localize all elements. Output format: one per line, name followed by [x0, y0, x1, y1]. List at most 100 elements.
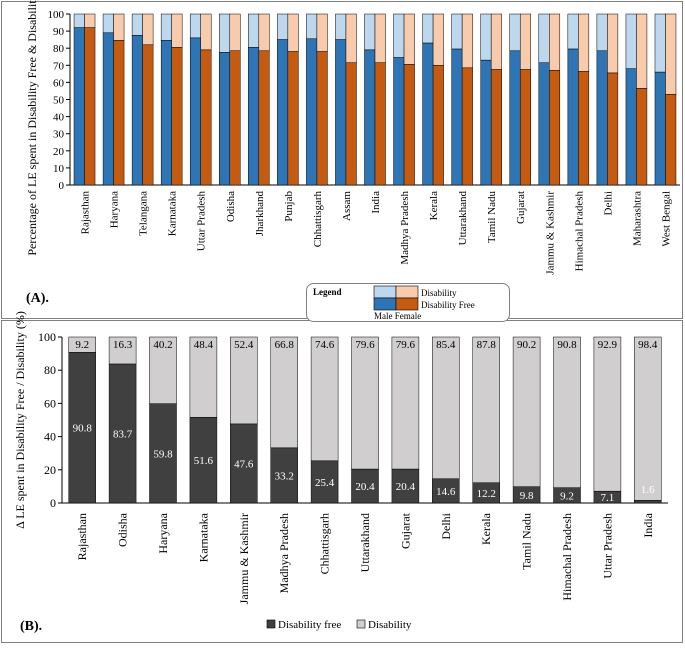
bar-a-male-disability-uttarakhand: [451, 13, 463, 50]
panel-a-legend: Legend Disability Disability Free Male F…: [306, 283, 510, 322]
panel-a-y-tick-label: 60: [53, 77, 65, 89]
bar-b-disability-free-uttarakhand: [351, 468, 379, 504]
x-tick-label-b-delhi: Delhi: [439, 512, 453, 539]
data-label-b-disability-free-chhattisgarh: 25.4: [315, 477, 335, 489]
x-tick-label-b-odisha: Odisha: [116, 512, 130, 547]
data-label-b-disability-free-uttar-pradesh: 7.1: [601, 492, 615, 504]
x-tick-label-b-chhattisgarh: Chhattisgarh: [318, 513, 332, 574]
legend-swatch-disability: [356, 619, 366, 629]
bar-a-male-disability-free-jharkhand: [248, 47, 260, 186]
bar-b-disability-delhi: [432, 336, 460, 480]
bar-a-female-disability-free-tamil-nadu: [490, 69, 502, 186]
panel-a-y-tick-label: 90: [53, 26, 65, 38]
bar-a-male-disability-free-gujarat: [509, 50, 521, 186]
bar-a-male-disability-free-assam: [335, 39, 347, 186]
bar-b-disability-chhattisgarh: [310, 336, 339, 462]
legend-disability-free-label: Disability Free: [421, 300, 475, 310]
bar-a-male-disability-india: [364, 13, 376, 51]
bar-a-female-disability-free-telangana: [142, 44, 154, 186]
bar-a-male-disability-free-delhi: [596, 50, 608, 186]
panel-a-y-tick-label: 50: [53, 95, 65, 107]
x-tick-label-a-haryana: Haryana: [109, 191, 121, 228]
data-label-b-disability-free-gujarat: 20.4: [396, 481, 416, 493]
x-tick-label-b-madhya-pradesh: Madhya Pradesh: [277, 513, 291, 593]
bar-b-disability-free-madhya-pradesh: [270, 447, 298, 504]
bar-a-male-disability-jharkhand: [248, 13, 260, 48]
bar-a-male-disability-rajasthan: [73, 13, 85, 28]
x-tick-label-a-jammu-kashmir: Jammu & Kashmir: [544, 191, 556, 275]
bar-a-female-disability-jharkhand: [258, 13, 270, 52]
bar-a-male-disability-madhya-pradesh: [393, 13, 405, 58]
bar-a-male-disability-free-madhya-pradesh: [393, 57, 405, 186]
legend-swatch-disability-free: [266, 619, 276, 629]
bar-b-disability-uttar-pradesh: [593, 336, 622, 492]
panel-b-y-tick-label: 100: [38, 330, 56, 344]
x-tick-label-a-jharkhand: Jharkhand: [254, 191, 266, 237]
bar-a-female-disability-free-himachal-pradesh: [578, 71, 590, 186]
bar-b-disability-kerala: [472, 336, 500, 483]
bar-a-male-disability-free-uttarakhand: [451, 48, 463, 186]
bar-b-disability-india: [634, 336, 662, 501]
panel-b-label: (B).: [20, 619, 42, 634]
legend-swatch-male-disability: [373, 285, 397, 299]
data-label-b-disability-free-haryana: 59.8: [153, 448, 173, 460]
bar-a-male-disability-free-punjab: [277, 39, 289, 186]
bar-a-female-disability-free-delhi: [607, 72, 619, 186]
legend-swatch-female-disability: [395, 285, 419, 299]
panel-a-ylabel: Percentage of LE spent in Disability Fre…: [25, 0, 39, 256]
bar-a-male-disability-odisha: [219, 13, 231, 53]
bar-a-male-disability-maharashtra: [625, 13, 637, 69]
bar-b-disability-free-chhattisgarh: [310, 460, 339, 504]
x-tick-label-b-tamil-nadu: Tamil Nadu: [520, 513, 534, 570]
data-label-b-disability-free-uttarakhand: 20.4: [355, 481, 375, 493]
data-label-b-disability-free-tamil-nadu: 9.8: [520, 490, 534, 502]
bar-a-female-disability-free-west-bengal: [665, 94, 677, 186]
bar-a-female-disability-free-madhya-pradesh: [403, 64, 415, 186]
bar-b-disability-madhya-pradesh: [270, 336, 298, 449]
x-tick-label-b-uttar-pradesh: Uttar Pradesh: [600, 513, 614, 579]
bar-a-male-disability-free-chhattisgarh: [306, 38, 318, 186]
bar-a-female-disability-free-punjab: [287, 51, 299, 186]
bar-a-male-disability-free-maharashtra: [625, 68, 637, 186]
x-tick-label-a-uttar-pradesh: Uttar Pradesh: [196, 191, 208, 252]
bar-b-disability-free-uttar-pradesh: [593, 490, 622, 504]
panel-a-plot: 0 10 20 30 40 50 60 70 80 90 100 Rajasthan Haryana Te…: [48, 9, 680, 275]
panel-a-y-tick-label: 10: [53, 163, 65, 175]
x-tick-label-a-odisha: Odisha: [225, 191, 237, 222]
panel-a-y-tick-label: 30: [53, 129, 65, 141]
data-label-b-disability-free-jammu-kashmir: 47.6: [234, 458, 254, 470]
bar-a-male-disability-chhattisgarh: [306, 13, 318, 40]
bar-a-female-disability-free-gujarat: [519, 69, 531, 186]
x-tick-label-a-gujarat: Gujarat: [515, 191, 527, 224]
bar-a-male-disability-free-tamil-nadu: [480, 59, 492, 186]
x-tick-label-a-rajasthan: Rajasthan: [80, 191, 92, 235]
bar-a-female-disability-free-haryana: [113, 40, 125, 186]
data-label-b-disability-india: 98.4: [638, 339, 658, 351]
bar-a-male-disability-free-india: [364, 49, 376, 186]
data-label-b-disability-rajasthan: 9.2: [75, 339, 89, 351]
x-tick-label-a-assam: Assam: [341, 191, 353, 221]
bar-b-disability-free-gujarat: [391, 468, 420, 504]
x-tick-label-b-himachal-pradesh: Himachal Pradesh: [560, 513, 574, 601]
bar-a-male-disability-free-west-bengal: [654, 71, 666, 186]
bar-a-female-disability-maharashtra: [636, 13, 648, 89]
bar-a-female-disability-delhi: [607, 13, 619, 74]
data-label-b-disability-free-rajasthan: 90.8: [73, 423, 93, 435]
data-label-b-disability-free-odisha: 83.7: [113, 429, 133, 441]
bar-b-disability-free-himachal-pradesh: [553, 487, 581, 504]
data-label-b-disability-gujarat: 79.6: [396, 339, 416, 351]
bar-a-male-disability-punjab: [277, 13, 289, 40]
bar-b-disability-free-haryana: [149, 403, 177, 504]
bar-a-male-disability-free-himachal-pradesh: [567, 48, 579, 186]
x-tick-label-a-telangana: Telangana: [138, 191, 150, 236]
x-tick-label-a-maharashtra: Maharashtra: [631, 191, 643, 246]
bar-a-male-disability-free-kerala: [422, 42, 434, 186]
x-tick-label-b-kerala: Kerala: [479, 512, 493, 545]
bar-a-male-disability-gujarat: [509, 13, 521, 52]
bar-a-male-disability-free-rajasthan: [73, 27, 85, 186]
x-tick-label-a-uttarakhand: Uttarakhand: [457, 191, 469, 246]
bar-b-disability-free-rajasthan: [68, 352, 96, 504]
bar-a-female-disability-free-karnataka: [171, 47, 183, 186]
